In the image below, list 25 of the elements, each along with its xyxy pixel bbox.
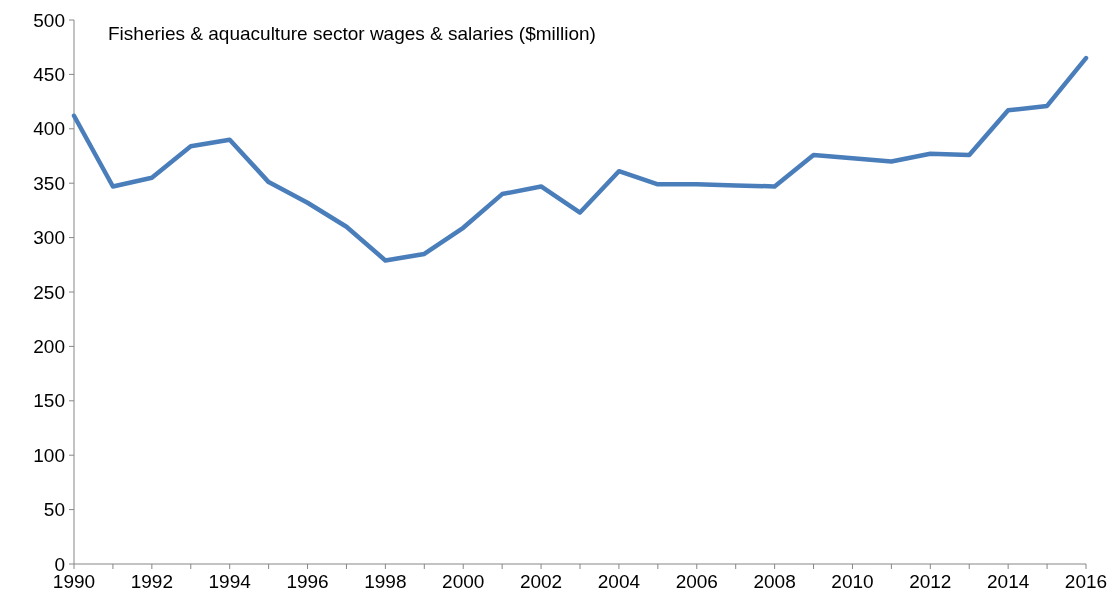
x-tick-label: 1992 [130,571,173,592]
y-tick-label: 200 [33,336,65,358]
x-tick-label: 2000 [442,571,485,592]
x-tick-label: 2002 [519,571,563,592]
y-tick-label: 450 [33,64,65,86]
y-tick-label: 500 [33,9,65,31]
x-tick-label: 1998 [364,571,407,592]
y-tick-label: 150 [33,390,65,412]
y-tick-label: 400 [33,118,65,140]
y-tick-label: 300 [33,227,65,249]
y-tick-label: 50 [43,499,65,521]
line-series [71,55,1089,263]
x-tick-label: 1994 [208,571,252,592]
chart-title: Fisheries & aquaculture sector wages & salaries ($million) [108,23,596,44]
x-tick-label: 2012 [909,571,952,592]
x-tick-label: 2016 [1064,571,1108,592]
x-tick-label: 2014 [987,571,1030,592]
x-tick-label: 1996 [286,571,329,592]
y-tick-label: 350 [33,172,65,194]
x-tick-label: 2006 [675,571,718,592]
y-tick-label: 250 [33,281,65,303]
x-tick-label: 2010 [831,571,874,592]
x-tick-label: 2008 [753,571,796,592]
y-tick-label: 100 [33,444,65,466]
x-tick-label: 2004 [597,571,641,592]
